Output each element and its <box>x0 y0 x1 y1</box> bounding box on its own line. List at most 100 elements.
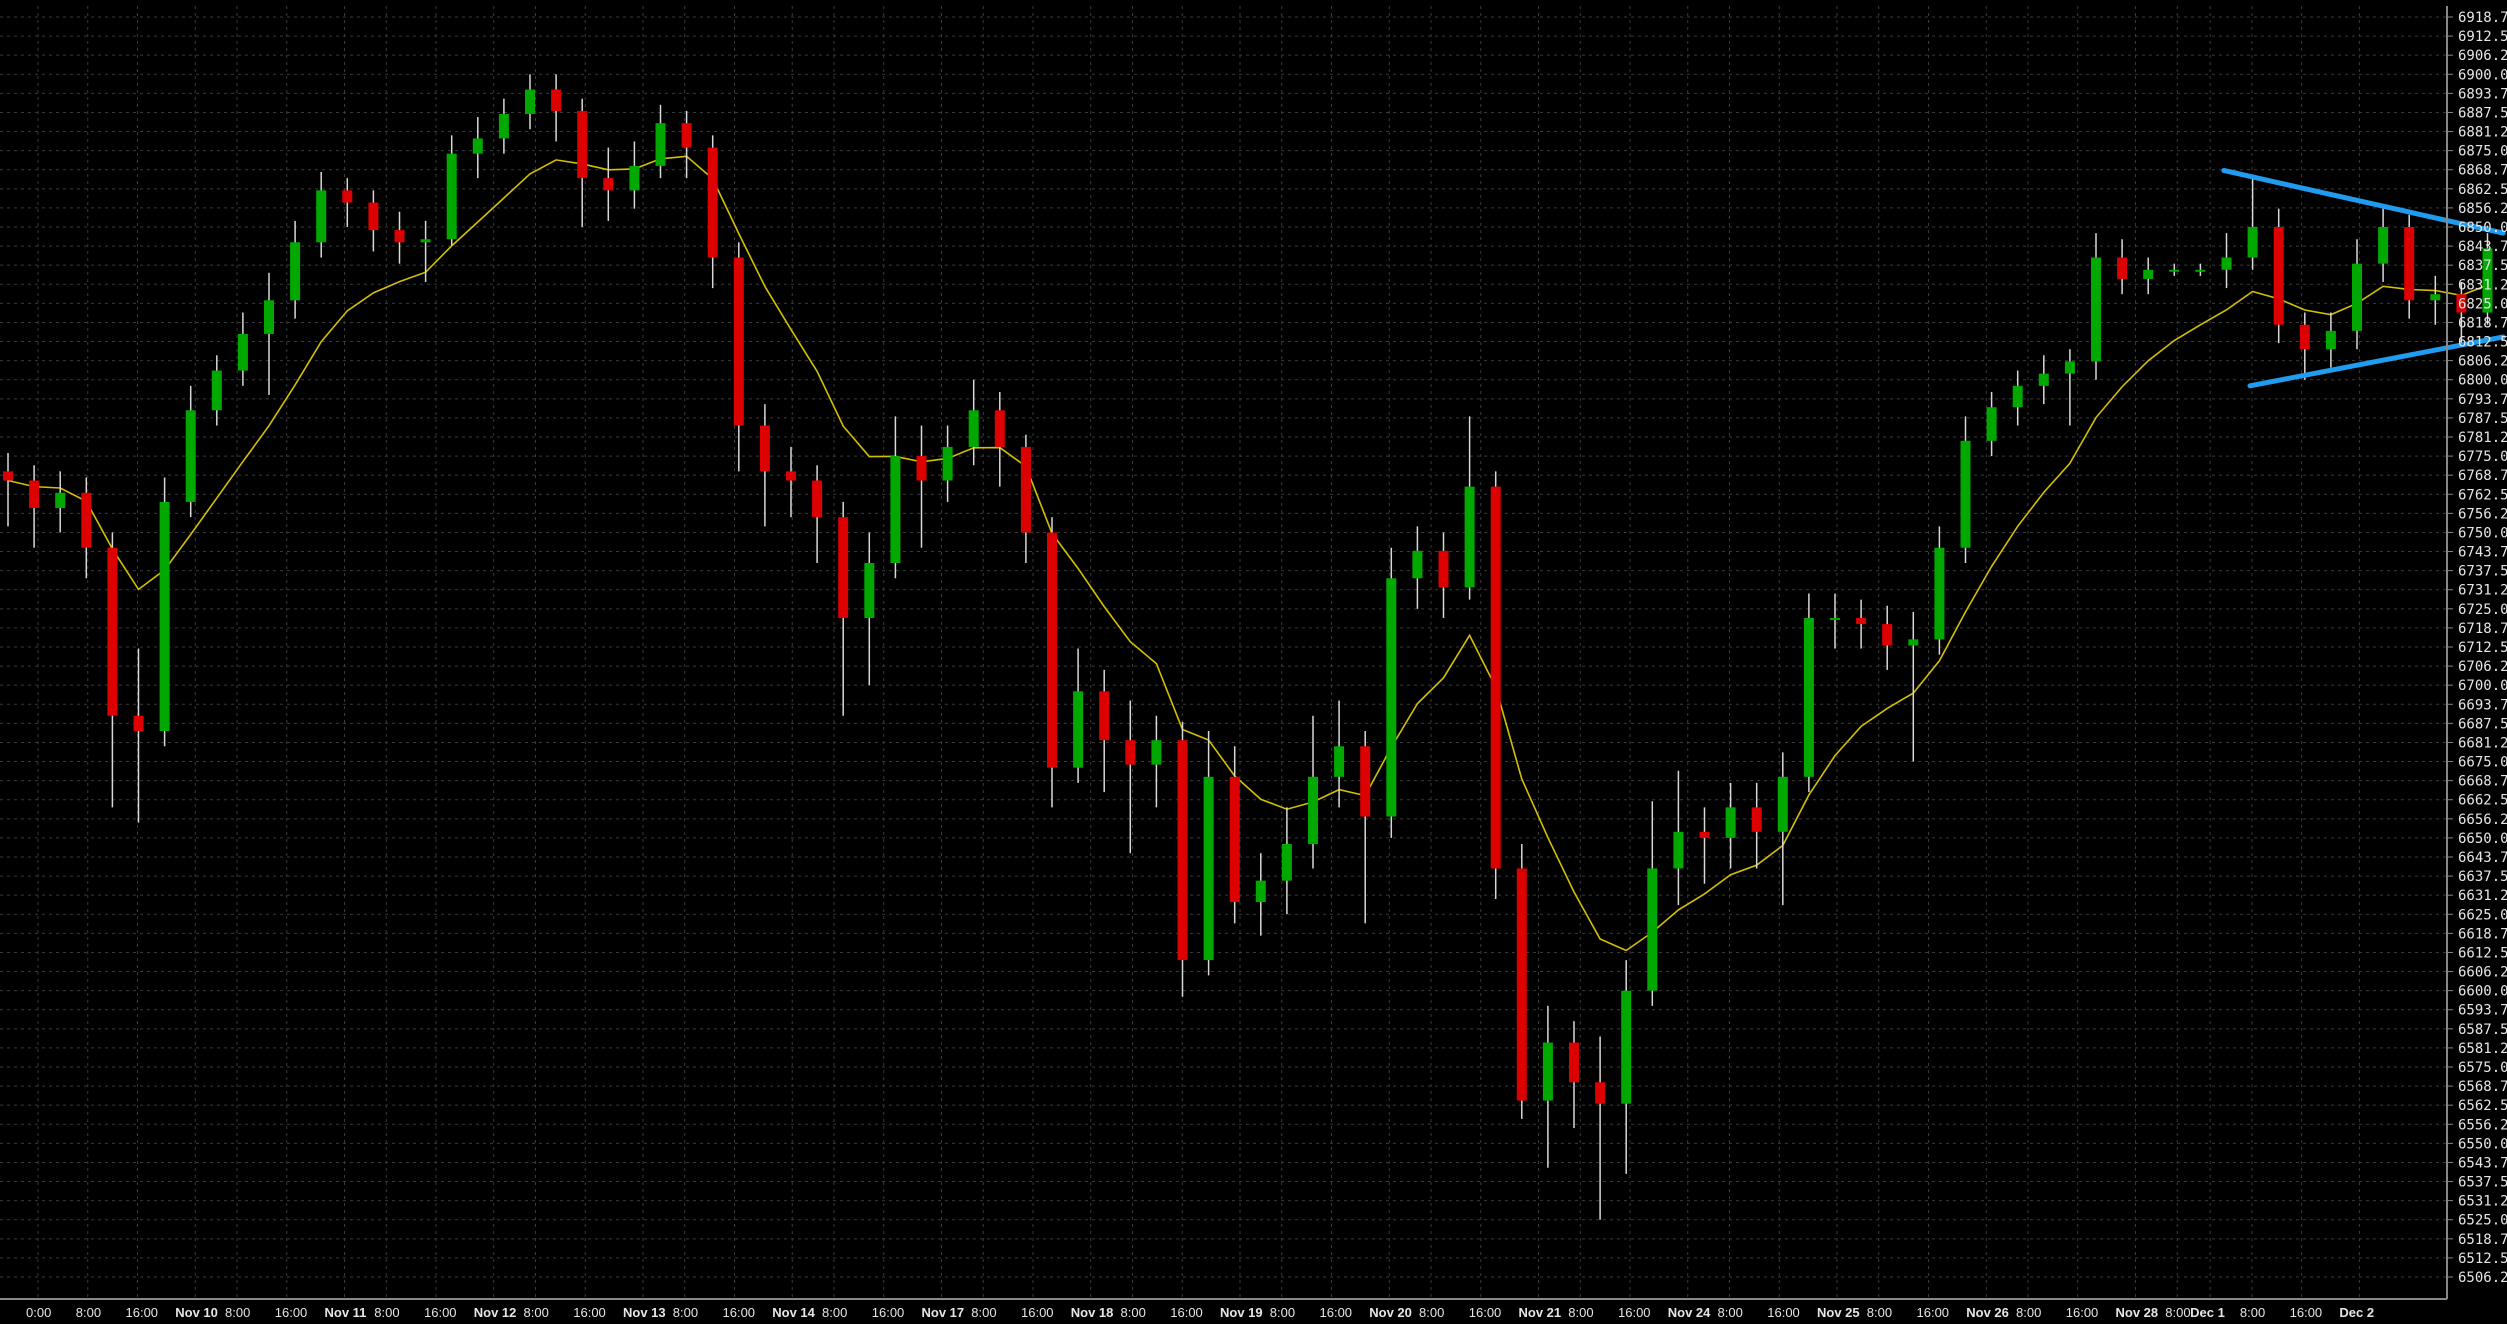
price-tick-label: 6862.50 <box>2458 182 2507 198</box>
candle <box>2378 208 2389 282</box>
candle <box>316 172 327 258</box>
price-tick-label: 6875.00 <box>2458 144 2507 160</box>
trendline-resistance <box>2221 167 2506 236</box>
candle <box>2221 233 2232 289</box>
candle <box>264 272 274 395</box>
candle <box>2299 312 2310 380</box>
candle-body-bullish <box>211 370 222 411</box>
candle-body-bullish <box>446 153 457 240</box>
candle-body-bullish <box>1621 990 1632 1104</box>
candle <box>446 135 457 246</box>
candle <box>1334 700 1345 808</box>
time-tick-label: 16:00 <box>1767 1305 1800 1320</box>
time-tick-label: 16:00 <box>1170 1305 1203 1320</box>
candle <box>2091 233 2101 380</box>
candle-body-bearish <box>2456 294 2467 313</box>
time-tick-label: Nov 24 <box>1668 1305 1711 1320</box>
time-tick-label: 16:00 <box>2290 1305 2323 1320</box>
price-tick-label: 6531.25 <box>2458 1194 2507 1210</box>
candle-body-bullish <box>2038 373 2049 386</box>
price-tick-label: 6543.75 <box>2458 1155 2507 1171</box>
candle <box>1934 526 1945 655</box>
candle-body-bullish <box>1830 617 1840 620</box>
candle-body-bearish <box>812 480 823 518</box>
time-axis[interactable]: 0:00 8:00 16:00 Nov 10 8:00 16:00 Nov 11 8:00 16… <box>26 1305 2374 1320</box>
candles <box>3 74 2493 1220</box>
price-tick-label: 6900.00 <box>2458 67 2507 83</box>
candle-body-bearish <box>1229 776 1240 903</box>
price-tick-label: 6631.25 <box>2458 888 2507 904</box>
candle-body-bearish <box>1438 550 1449 588</box>
candle-body-bullish <box>316 190 327 243</box>
candle-body-bearish <box>1856 617 1867 625</box>
candle <box>2195 263 2206 276</box>
candle <box>1229 746 1240 924</box>
candle-body-bearish <box>838 517 849 618</box>
candle <box>1542 1005 1553 1168</box>
candle-body-bullish <box>1412 550 1423 579</box>
candle <box>1125 700 1136 854</box>
time-tick-label: 8:00 <box>1270 1305 1295 1320</box>
candle <box>1308 715 1318 869</box>
candle-body-bullish <box>1073 691 1084 768</box>
price-tick-label: 6637.50 <box>2458 869 2507 885</box>
price-tick-label: 6856.25 <box>2458 201 2507 217</box>
price-tick-label: 6737.50 <box>2458 564 2507 580</box>
candle-body-bearish <box>394 230 405 243</box>
candle <box>2038 355 2049 405</box>
time-tick-label: Nov 17 <box>922 1305 965 1320</box>
candle-body-bearish <box>2404 227 2415 301</box>
candle-body-bearish <box>1020 446 1031 533</box>
price-tick-label: 6581.25 <box>2458 1041 2507 1057</box>
price-tick-label: 6906.25 <box>2458 48 2507 64</box>
candle-body-bearish <box>368 202 379 231</box>
price-axis[interactable]: 6918.75 6912.50 6906.25 6900.00 6893.75 6887.… <box>2447 10 2507 1286</box>
price-tick-label: 6762.50 <box>2458 487 2507 503</box>
time-tick-label: Nov 13 <box>623 1305 666 1320</box>
candle <box>994 391 1005 487</box>
trendlines[interactable] <box>2221 167 2506 389</box>
candle-body-bullish <box>1203 776 1214 961</box>
candle-body-bullish <box>1464 486 1475 588</box>
price-tick-label: 6643.75 <box>2458 850 2507 866</box>
price-tick-label: 6743.75 <box>2458 545 2507 561</box>
time-tick-label: Nov 19 <box>1220 1305 1263 1320</box>
candle <box>29 465 40 548</box>
candle <box>81 477 92 579</box>
price-tick-label: 6600.00 <box>2458 984 2507 1000</box>
candle-body-bearish <box>759 425 770 472</box>
candle-body-bullish <box>159 501 170 731</box>
time-tick-label: 8:00 <box>1121 1305 1146 1320</box>
moving-average <box>7 155 2488 952</box>
candle-body-bullish <box>1803 617 1814 777</box>
time-tick-label: 8:00 <box>374 1305 399 1320</box>
candle <box>1986 391 1997 457</box>
candle-body-bearish <box>2299 324 2310 350</box>
price-tick-label: 6575.00 <box>2458 1060 2507 1076</box>
candle <box>159 477 170 747</box>
time-tick-label: 8:00 <box>1419 1305 1444 1320</box>
candle-body-bearish <box>707 147 718 258</box>
time-tick-label: 8:00 <box>2165 1305 2190 1320</box>
price-tick-label: 6668.75 <box>2458 774 2507 790</box>
candle-body-bullish <box>1386 578 1397 817</box>
price-tick-label: 6550.00 <box>2458 1136 2507 1152</box>
price-tick-label: 6625.00 <box>2458 907 2507 923</box>
candle-body-bearish <box>1099 691 1110 741</box>
time-tick-label: 8:00 <box>1718 1305 1743 1320</box>
candle-body-bullish <box>1725 807 1736 838</box>
moving-average-line <box>7 155 2488 952</box>
candle <box>890 416 901 579</box>
time-tick-label: 16:00 <box>573 1305 606 1320</box>
candle-body-bullish <box>1673 831 1684 869</box>
candle-body-bearish <box>1490 486 1501 869</box>
candle <box>2273 208 2284 344</box>
candle <box>603 147 614 221</box>
price-tick-label: 6518.75 <box>2458 1232 2507 1248</box>
candle-body-bearish <box>1699 831 1710 838</box>
time-tick-label: Nov 26 <box>1966 1305 2009 1320</box>
price-tick-label: 6706.25 <box>2458 659 2507 675</box>
candle-body-bearish <box>1595 1082 1606 1104</box>
